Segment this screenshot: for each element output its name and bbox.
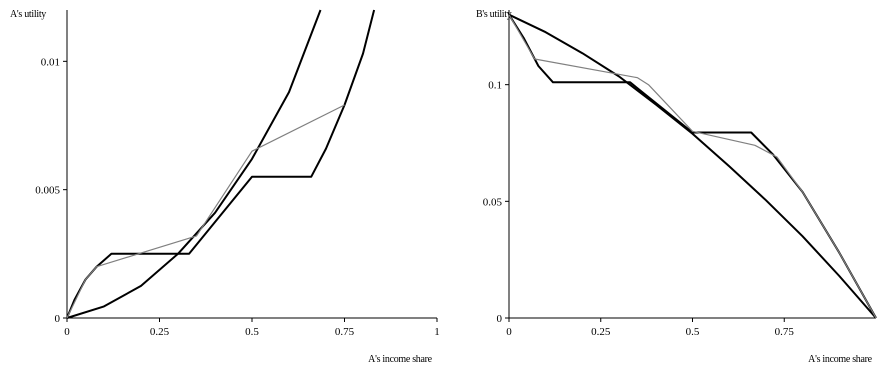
series-line-2 xyxy=(508,14,877,319)
y-tick-label: 0 xyxy=(497,313,503,325)
series-line-3 xyxy=(508,14,877,319)
series-line-1 xyxy=(508,13,877,319)
y-axis-title: A's utility xyxy=(10,9,46,20)
x-tick-label: 0 xyxy=(506,326,512,338)
y-tick-label: 0.1 xyxy=(488,80,502,92)
y-tick-label: 0.005 xyxy=(35,185,60,197)
x-tick-label: 0.75 xyxy=(775,326,795,338)
x-axis-title: A's income share xyxy=(368,354,433,365)
y-tick-label: 0 xyxy=(55,313,61,325)
y-tick-label: 0.01 xyxy=(41,56,60,68)
left-chart-panel: 0 0.25 0.5 0.75 1 0 0.005 0.01 A's utility A's in… xyxy=(10,9,440,365)
x-tick-label: 0 xyxy=(64,326,70,338)
x-tick-label: 0.25 xyxy=(150,326,170,338)
right-chart-panel: 0 0.25 0.5 0.75 0 0.05 0.1 B's utility A's incom… xyxy=(476,9,877,365)
x-tick-label: 1 xyxy=(434,326,440,338)
x-tick-label: 0.5 xyxy=(245,326,259,338)
x-tick-label: 0.75 xyxy=(335,326,355,338)
y-tick-label: 0.05 xyxy=(483,196,503,208)
series-line-1 xyxy=(66,9,322,319)
x-tick-label: 0.25 xyxy=(591,326,611,338)
series-line-2 xyxy=(66,9,376,319)
series-line-3 xyxy=(66,104,345,319)
x-axis-title: A's income share xyxy=(808,354,873,365)
x-tick-label: 0.5 xyxy=(686,326,700,338)
y-axis-title: B's utility xyxy=(476,9,512,20)
